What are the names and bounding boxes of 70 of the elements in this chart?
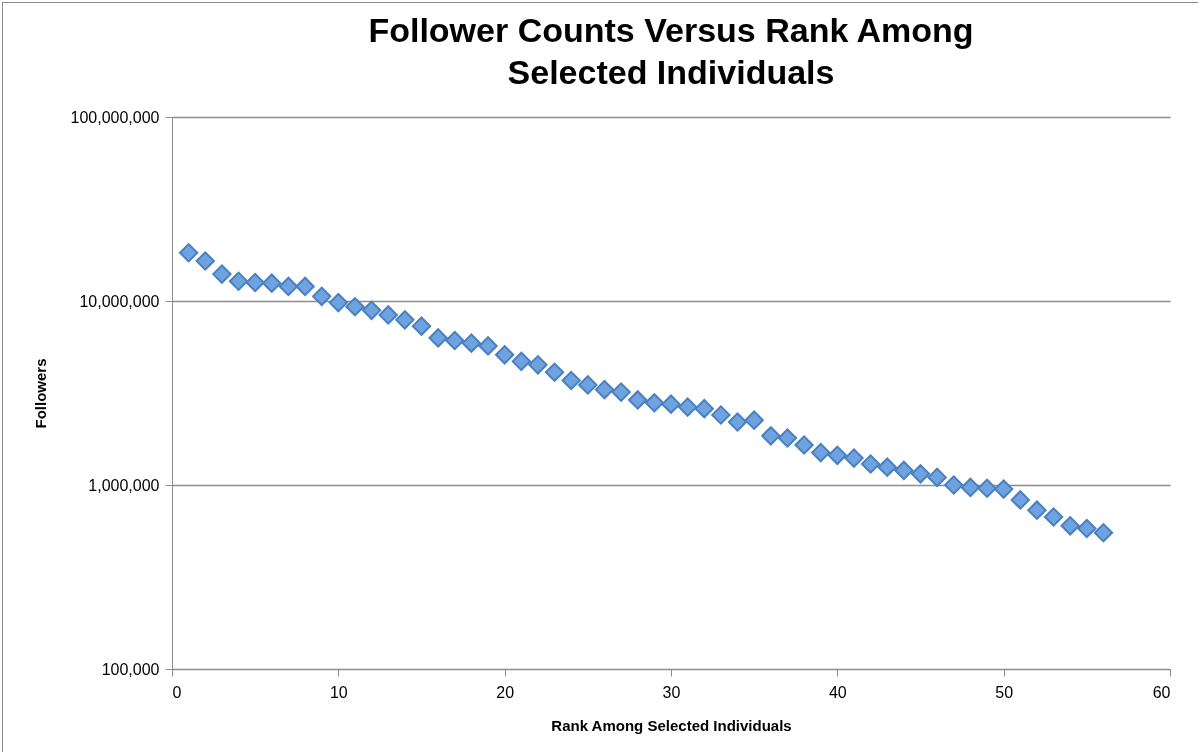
point: [511, 351, 531, 371]
y-axis-title: Followers: [31, 358, 49, 429]
x-tick-label: 30: [662, 683, 681, 701]
point: [295, 276, 315, 297]
point: [910, 464, 931, 484]
point: [478, 336, 498, 356]
point: [345, 297, 365, 317]
point: [578, 375, 598, 395]
point: [245, 272, 265, 293]
point: [644, 393, 665, 413]
point: [1010, 490, 1030, 510]
point: [794, 435, 814, 455]
point: [811, 442, 831, 463]
point: [561, 370, 581, 391]
point: [278, 276, 299, 297]
point: [827, 445, 847, 465]
point: [777, 428, 798, 448]
point: [994, 479, 1014, 499]
point: [445, 330, 465, 351]
x-tick-label: 50: [995, 683, 1014, 701]
point: [711, 405, 731, 425]
point: [461, 333, 482, 353]
point: [495, 345, 515, 365]
x-tick-label: 40: [828, 683, 847, 701]
point: [312, 286, 332, 306]
chart-title: Follower Counts Versus Rank Among Selected Individuals: [368, 11, 974, 91]
point: [977, 478, 997, 498]
point: [212, 264, 232, 284]
point: [677, 397, 698, 417]
point: [877, 457, 897, 477]
point: [844, 448, 864, 468]
y-tick-label: 100,000,000: [70, 108, 160, 126]
x-axis-title: Rank Among Selected Individuals: [551, 716, 792, 734]
point: [1043, 507, 1064, 527]
point: [944, 475, 964, 495]
point: [378, 305, 398, 325]
point: [727, 412, 748, 432]
point: [528, 355, 548, 375]
point: [1093, 523, 1114, 543]
point: [927, 467, 947, 488]
point: [1060, 516, 1080, 536]
x-tick-label: 0: [172, 683, 182, 701]
point: [178, 243, 199, 263]
y-tick-label: 1,000,000: [88, 476, 160, 494]
point: [195, 251, 215, 271]
point: [428, 328, 448, 348]
point: [328, 292, 348, 313]
point: [694, 398, 714, 419]
point: [1077, 518, 1097, 539]
point: [262, 273, 282, 293]
point: [361, 300, 382, 320]
point: [411, 316, 432, 336]
x-tick-label: 60: [1152, 683, 1171, 701]
point: [611, 382, 631, 402]
point: [594, 379, 615, 400]
point: [761, 426, 781, 446]
point: [661, 394, 681, 414]
point: [860, 454, 881, 474]
point: [228, 271, 249, 291]
point: [960, 477, 981, 498]
point: [395, 310, 415, 330]
y-tick-label: 10,000,000: [79, 292, 160, 310]
x-tick-label: 20: [496, 683, 515, 701]
x-tick-label: 10: [329, 683, 348, 701]
point: [544, 362, 565, 382]
point: [744, 410, 764, 430]
point: [628, 390, 648, 410]
point: [894, 460, 914, 481]
point: [1027, 500, 1047, 520]
y-tick-label: 100,000: [101, 660, 160, 678]
